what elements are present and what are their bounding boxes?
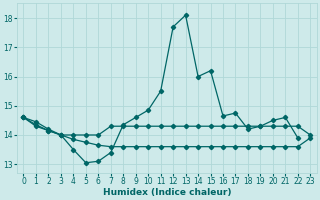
X-axis label: Humidex (Indice chaleur): Humidex (Indice chaleur)	[103, 188, 231, 197]
